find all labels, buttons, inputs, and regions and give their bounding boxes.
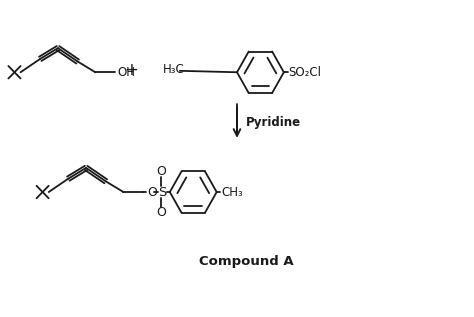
Text: S: S xyxy=(158,185,166,198)
Text: H₃C: H₃C xyxy=(163,63,185,76)
Text: CH₃: CH₃ xyxy=(221,185,243,198)
Text: Compound A: Compound A xyxy=(199,255,294,268)
Text: SO₂Cl: SO₂Cl xyxy=(288,66,321,79)
Text: +: + xyxy=(125,61,138,79)
Text: O: O xyxy=(147,185,157,198)
Text: O: O xyxy=(156,206,166,219)
Text: O: O xyxy=(156,165,166,178)
Text: Pyridine: Pyridine xyxy=(246,116,301,129)
Text: OH: OH xyxy=(118,66,136,79)
